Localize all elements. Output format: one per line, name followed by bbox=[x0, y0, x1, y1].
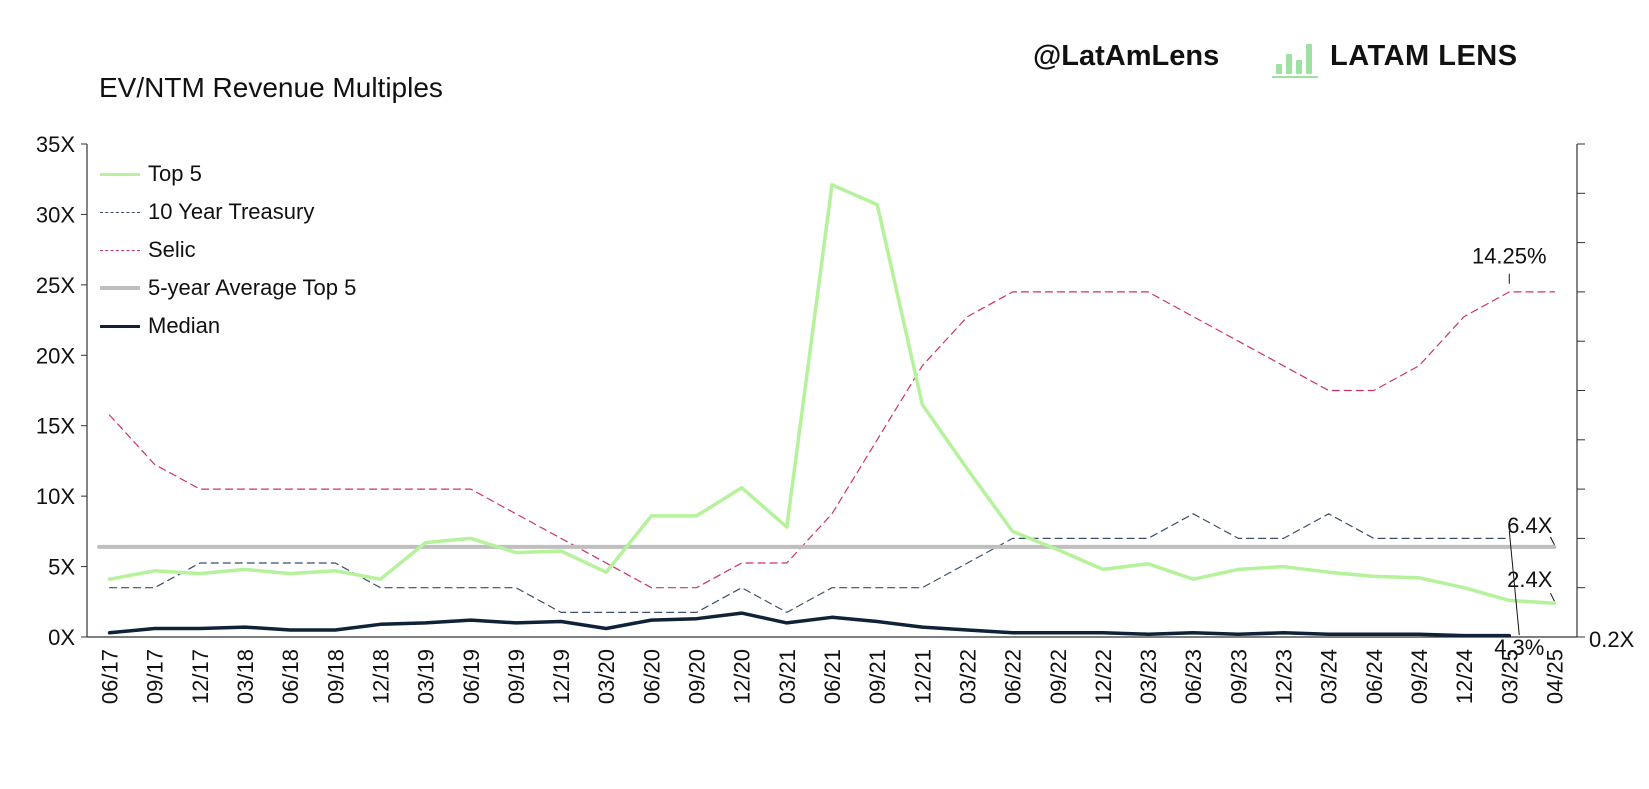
x-tick-label: 12/23 bbox=[1272, 649, 1297, 704]
x-tick-label: 12/19 bbox=[549, 649, 574, 704]
legend-label: 10 Year Treasury bbox=[148, 199, 315, 224]
legend-label: Median bbox=[148, 313, 221, 338]
x-tick-label: 06/24 bbox=[1362, 649, 1387, 704]
x-tick-label: 12/17 bbox=[188, 649, 213, 704]
x-tick-label: 06/19 bbox=[459, 649, 484, 704]
legend-swatch bbox=[100, 324, 140, 328]
x-tick-label: 09/23 bbox=[1226, 649, 1251, 704]
x-tick-label: 09/20 bbox=[685, 649, 710, 704]
x-tick-label: 09/22 bbox=[1046, 649, 1071, 704]
chart-legend: Top 5 10 Year Treasury Selic 5-year Average… bbox=[100, 155, 356, 345]
legend-label: Selic bbox=[148, 237, 196, 262]
annotation-leader bbox=[1549, 536, 1555, 546]
x-tick-label: 03/25 bbox=[1497, 649, 1522, 704]
annotation-label: 0.2X bbox=[1589, 627, 1635, 652]
x-tick-label: 06/17 bbox=[98, 649, 123, 704]
x-tick-label: 04/25 bbox=[1542, 649, 1567, 704]
x-tick-label: 09/21 bbox=[865, 649, 890, 704]
x-tick-label: 09/18 bbox=[323, 649, 348, 704]
annotation-leader bbox=[1549, 592, 1555, 602]
x-tick-label: 03/18 bbox=[233, 649, 258, 704]
legend-item-median: Median bbox=[100, 307, 356, 345]
x-tick-label: 03/22 bbox=[955, 649, 980, 704]
series-line-top5 bbox=[107, 183, 1557, 605]
brand-name: LATAM LENS bbox=[1330, 40, 1518, 72]
x-tick-label: 03/24 bbox=[1317, 649, 1342, 704]
y-tick-label: 25X bbox=[36, 273, 75, 298]
x-tick-label: 03/23 bbox=[1136, 649, 1161, 704]
y-tick-label: 35X bbox=[36, 132, 75, 157]
x-tick-label: 09/19 bbox=[504, 649, 529, 704]
legend-label: Top 5 bbox=[148, 161, 202, 186]
y-tick-label: 20X bbox=[36, 343, 75, 368]
bar-chart-logo-icon bbox=[1272, 44, 1318, 78]
x-tick-label: 12/22 bbox=[1091, 649, 1116, 704]
legend-item-avg: 5-year Average Top 5 bbox=[100, 269, 356, 307]
y-tick-label: 5X bbox=[48, 555, 75, 580]
legend-swatch bbox=[100, 211, 140, 213]
social-handle: @LatAmLens bbox=[1033, 40, 1220, 72]
x-tick-label: 12/24 bbox=[1452, 649, 1477, 704]
x-tick-label: 06/21 bbox=[820, 649, 845, 704]
y-tick-label: 0X bbox=[48, 625, 75, 650]
x-tick-label: 06/20 bbox=[639, 649, 664, 704]
annotation-label: 6.4X bbox=[1507, 513, 1553, 538]
x-tick-label: 12/20 bbox=[730, 649, 755, 704]
x-tick-label: 12/21 bbox=[910, 649, 935, 704]
legend-swatch bbox=[100, 286, 140, 290]
series-line-selic bbox=[109, 291, 1555, 589]
x-tick-label: 03/21 bbox=[775, 649, 800, 704]
y-tick-label: 15X bbox=[36, 414, 75, 439]
legend-item-top5: Top 5 bbox=[100, 155, 356, 193]
x-tick-label: 06/23 bbox=[1181, 649, 1206, 704]
legend-item-selic: Selic bbox=[100, 231, 356, 269]
legend-swatch bbox=[100, 172, 140, 176]
x-tick-label: 09/17 bbox=[143, 649, 168, 704]
legend-label: 5-year Average Top 5 bbox=[148, 275, 357, 300]
series-line-median bbox=[107, 611, 1512, 638]
legend-item-treasury: 10 Year Treasury bbox=[100, 193, 356, 231]
y-tick-label: 10X bbox=[36, 484, 75, 509]
y-tick-label: 30X bbox=[36, 202, 75, 227]
annotation-label: 4.3% bbox=[1494, 635, 1544, 660]
x-tick-label: 06/22 bbox=[1001, 649, 1026, 704]
series-line-treasury bbox=[109, 513, 1510, 613]
chart-title: EV/NTM Revenue Multiples bbox=[99, 72, 443, 103]
x-tick-label: 03/19 bbox=[414, 649, 439, 704]
annotation-label: 14.25% bbox=[1472, 244, 1547, 269]
x-tick-label: 09/24 bbox=[1407, 649, 1432, 704]
legend-swatch bbox=[100, 249, 140, 251]
x-tick-label: 06/18 bbox=[278, 649, 303, 704]
x-tick-label: 03/20 bbox=[594, 649, 619, 704]
x-tick-label: 12/18 bbox=[368, 649, 393, 704]
annotation-leader bbox=[1508, 530, 1520, 636]
